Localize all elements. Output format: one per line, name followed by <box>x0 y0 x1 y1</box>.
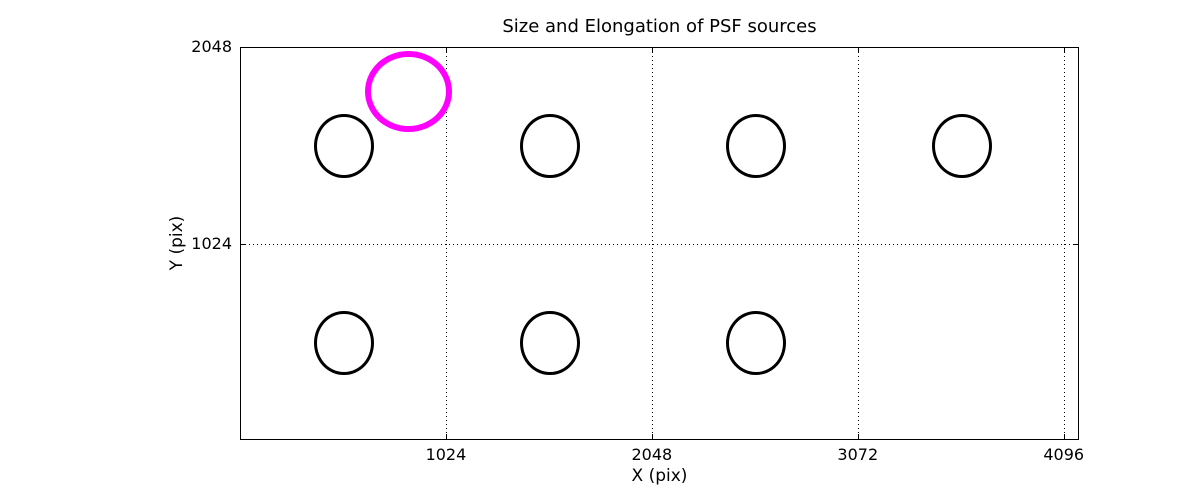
x-axis-label: X (pix) <box>631 466 688 486</box>
x-gridline <box>652 48 654 439</box>
plot-title: Size and Elongation of PSF sources <box>502 16 817 37</box>
x-tick-label: 4096 <box>1043 445 1085 464</box>
psf-source-ellipse <box>725 114 786 179</box>
y-tick-mark <box>241 244 246 245</box>
highlighted-source-ellipse <box>365 51 453 133</box>
y-tick-label: 1024 <box>191 233 232 253</box>
y-tick-label: 2048 <box>191 37 232 56</box>
y-tick-mark <box>1073 244 1078 245</box>
x-gridline <box>1064 48 1066 439</box>
x-gridline <box>858 48 860 439</box>
x-tick-mark <box>1064 434 1066 439</box>
psf-source-ellipse <box>725 310 786 375</box>
x-tick-mark <box>1064 48 1066 53</box>
x-gridline <box>446 48 448 439</box>
x-tick-mark <box>652 434 654 439</box>
x-tick-label: 3072 <box>837 445 879 464</box>
plot-area <box>240 47 1079 440</box>
x-tick-label: 2048 <box>631 445 673 464</box>
psf-source-ellipse <box>314 114 374 179</box>
x-tick-mark <box>652 48 654 53</box>
psf-source-ellipse <box>519 310 580 375</box>
psf-source-ellipse <box>931 114 992 179</box>
x-tick-mark <box>858 48 860 53</box>
y-gridline <box>241 244 1078 245</box>
x-tick-label: 1024 <box>425 445 467 464</box>
x-tick-mark <box>446 434 448 439</box>
psf-source-ellipse <box>314 310 374 375</box>
psf-source-ellipse <box>519 114 580 179</box>
x-tick-mark <box>446 48 448 53</box>
x-tick-mark <box>858 434 860 439</box>
